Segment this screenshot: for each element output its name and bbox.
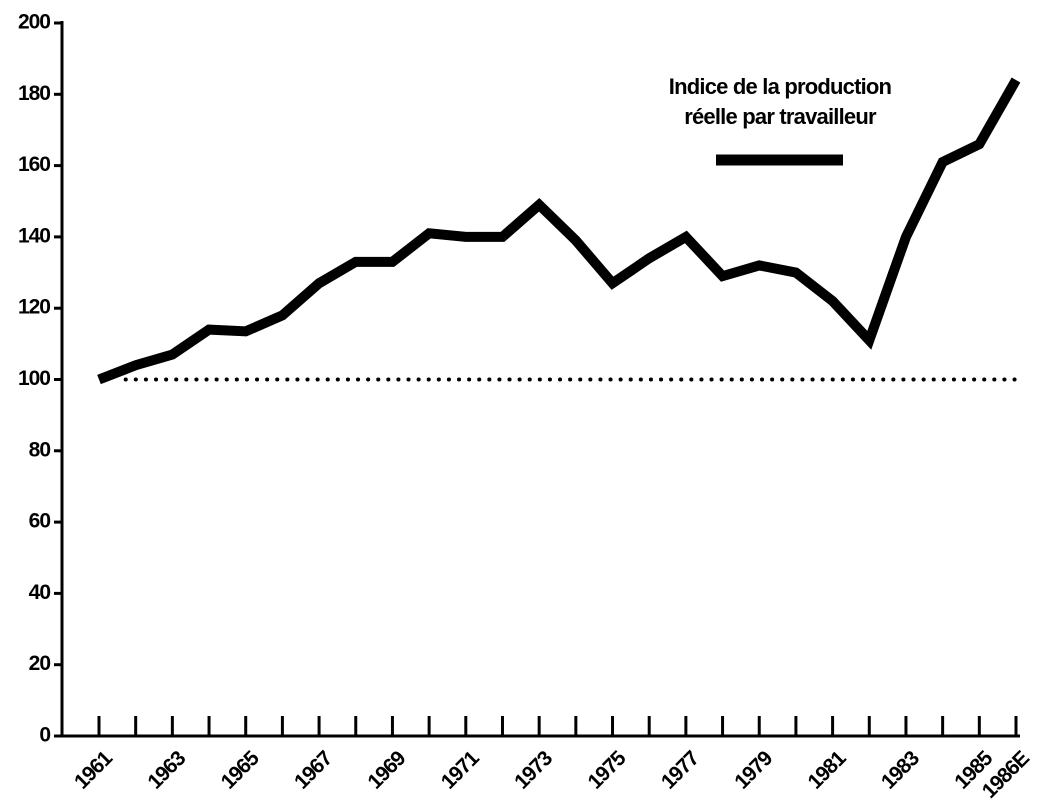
x-tick-label: 1971 — [437, 746, 484, 793]
x-tick-label: 1981 — [804, 746, 851, 793]
x-tick-label: 1973 — [510, 747, 557, 794]
y-tick-label: 20 — [29, 652, 51, 675]
y-tick-label: 80 — [29, 438, 51, 461]
x-tick-label: 1965 — [217, 746, 264, 793]
y-tick-label: 200 — [18, 11, 50, 34]
y-tick-label: 140 — [18, 224, 50, 247]
y-tick-label: 120 — [18, 296, 50, 319]
y-tick-label: 60 — [29, 510, 51, 533]
y-tick-label: 0 — [39, 724, 50, 747]
x-tick-label: 1977 — [657, 747, 704, 794]
legend-label: Indice de la production réelle par trava… — [668, 74, 892, 129]
x-tick-label: 1969 — [363, 747, 410, 794]
x-tick-label: 1975 — [584, 746, 631, 793]
y-tick-label: 100 — [18, 367, 50, 390]
x-tick-label: 1979 — [730, 747, 777, 794]
y-tick-label: 160 — [18, 153, 50, 176]
y-tick-label: 180 — [18, 82, 50, 105]
x-tick-label: 1963 — [143, 747, 190, 794]
x-tick-label: 1961 — [70, 746, 117, 793]
x-tick-label: 1983 — [877, 747, 924, 794]
data-line — [97, 77, 1021, 385]
x-tick-label: 1967 — [290, 747, 337, 794]
y-tick-label: 40 — [29, 581, 51, 604]
